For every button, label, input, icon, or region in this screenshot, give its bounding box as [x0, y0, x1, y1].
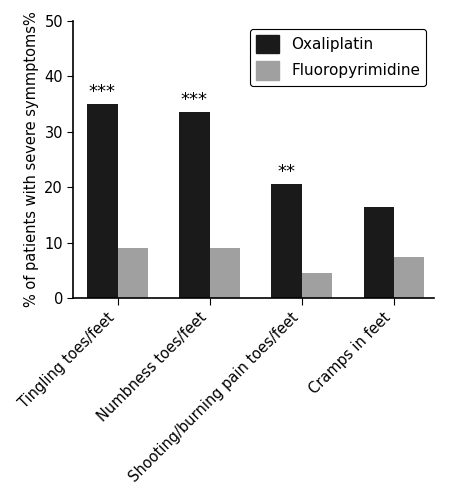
Bar	[302, 273, 332, 298]
Bar	[364, 206, 394, 298]
Bar	[87, 104, 118, 298]
Bar	[394, 256, 424, 298]
Text: **: **	[277, 163, 295, 181]
Bar	[118, 248, 148, 298]
Bar	[210, 248, 240, 298]
Y-axis label: % of patients with severe symmptoms%: % of patients with severe symmptoms%	[24, 12, 39, 308]
Text: ***: ***	[181, 91, 208, 109]
Text: ***: ***	[89, 83, 116, 101]
Bar	[179, 112, 210, 298]
Legend: Oxaliplatin, Fluoropyrimidine: Oxaliplatin, Fluoropyrimidine	[250, 28, 427, 86]
Bar	[271, 184, 302, 298]
